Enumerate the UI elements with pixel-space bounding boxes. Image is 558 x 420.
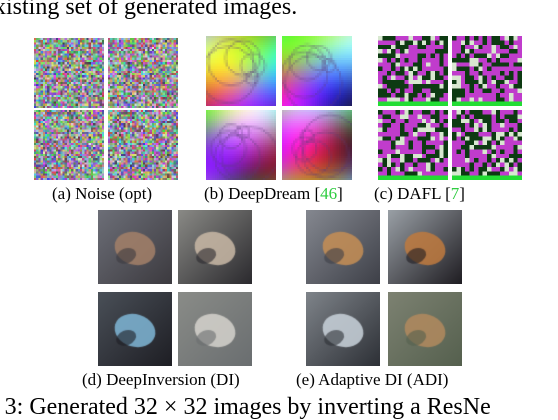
- deepdream-image: [206, 110, 276, 180]
- dafl-image: [378, 36, 448, 106]
- deepdream-image: [282, 36, 352, 106]
- dafl-image: [452, 110, 522, 180]
- caption-noise: (a) Noise (opt): [52, 184, 153, 203]
- deepinversion-image: [98, 292, 172, 366]
- caption-dafl: (c) DAFL [7]: [374, 184, 465, 203]
- deepdream-image: [282, 110, 352, 180]
- deepinversion-image: [98, 210, 172, 284]
- figure-caption: re 3: Generated 32 × 32 images by invert…: [0, 394, 491, 420]
- noise-image: [34, 110, 104, 180]
- noise-image: [34, 38, 104, 108]
- deepinversion-image: [178, 292, 252, 366]
- deepdream-image: [206, 36, 276, 106]
- caption-deepdream: (b) DeepDream [46]: [204, 184, 343, 203]
- caption-deepinversion: (d) DeepInversion (DI): [82, 370, 240, 389]
- citation-link[interactable]: 46: [320, 184, 338, 203]
- adaptive-di-image: [306, 292, 380, 366]
- dafl-image: [452, 36, 522, 106]
- deepinversion-image: [178, 210, 252, 284]
- dafl-image: [378, 110, 448, 180]
- body-text-top: xisting set of generated images.: [0, 0, 298, 20]
- adaptive-di-image: [306, 210, 380, 284]
- caption-adaptive-di: (e) Adaptive DI (ADI): [296, 370, 449, 389]
- noise-image: [108, 110, 178, 180]
- adaptive-di-image: [388, 210, 462, 284]
- noise-image: [108, 38, 178, 108]
- adaptive-di-image: [388, 292, 462, 366]
- citation-link[interactable]: 7: [450, 184, 460, 203]
